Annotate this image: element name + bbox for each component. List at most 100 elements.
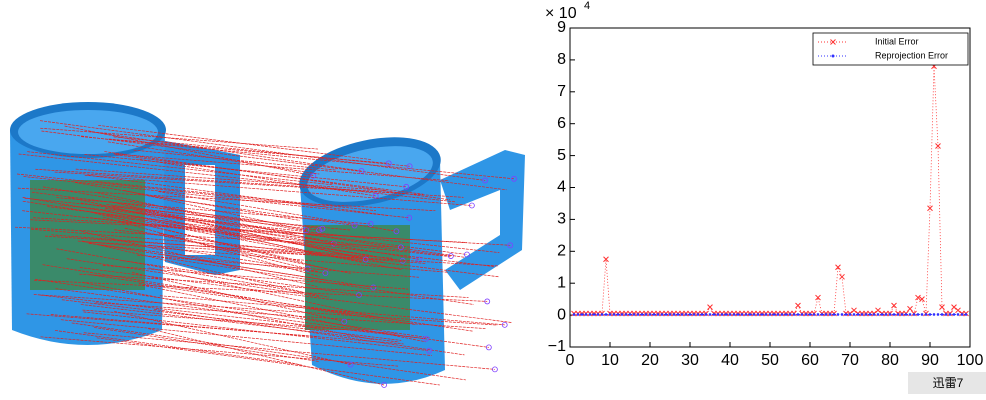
marker-x [935,143,941,149]
marker-dot [896,313,900,316]
keypoint [322,270,329,277]
marker-dot [668,313,672,316]
keypoint [447,253,454,259]
marker-dot [696,313,700,316]
keypoint [319,225,326,232]
marker-dot [796,313,800,316]
marker-x [851,307,857,314]
marker-dot [576,313,580,316]
marker-x [915,294,921,301]
y-tick-label: 4 [557,179,566,196]
marker-dot [616,313,620,316]
marker-dot [644,313,648,316]
match-line [15,226,401,248]
match-line [96,337,440,386]
match-line [113,153,449,181]
keypoint [464,251,470,258]
marker-x [919,296,925,303]
marker-x [927,205,933,212]
marker-x [907,305,913,312]
match-line [60,204,500,253]
match-line [40,120,486,181]
marker-dot [640,313,644,316]
keypoint [351,222,358,229]
match-line [79,273,469,298]
marker-x [815,294,821,301]
keypoint [507,242,514,249]
marker-dot [800,313,804,316]
marker-dot [884,313,888,316]
keypoint [468,202,475,209]
mug2-handle [440,150,525,290]
match-line [113,310,351,365]
marker-dot [932,313,936,316]
marker-dot [700,313,704,316]
marker-dot [776,313,780,316]
plot-area [569,27,971,348]
match-line [107,141,320,175]
marker-dot [788,313,792,316]
keypoint [372,193,379,199]
marker-dot [748,313,752,316]
marker-dot [780,313,784,316]
legend-label: Initial Error [875,36,919,46]
x-tick-label: 60 [801,352,819,369]
axis-multiplier: × 10 [545,5,577,22]
marker-dot [908,313,912,316]
match-line [90,217,495,267]
marker-dot [728,313,732,316]
match-line [61,299,402,341]
marker-dot [676,313,680,316]
match-line [113,136,410,167]
x-tick-label: 30 [681,352,699,369]
match-line [22,197,377,257]
marker-dot [848,313,852,316]
marker-dot [872,313,876,316]
match-line [41,130,507,191]
marker-dot [852,313,856,316]
keypoint [341,318,348,325]
marker-dot [672,313,676,316]
match-line [23,176,410,219]
match-line [60,319,432,356]
y-tick-label: −1 [548,338,566,355]
marker-dot [760,313,764,316]
match-line [35,278,430,339]
marker-dot [764,313,768,316]
marker-dot [808,313,812,316]
marker-dot [664,313,668,316]
marker-dot [844,313,848,316]
match-line [98,124,372,160]
match-line [83,332,495,370]
match-line [115,154,424,195]
match-line [30,219,467,243]
marker-dot [828,313,832,316]
mug-inside [18,110,158,154]
marker-dot [712,313,716,316]
keypoint [501,321,508,328]
match-line [80,202,419,260]
keypoint [316,227,323,234]
feature-matches [15,120,517,388]
match-line [17,187,436,212]
keypoint [415,256,422,263]
marker-dot [964,313,968,316]
match-line [94,327,320,362]
marker-x [839,273,845,280]
marker-dot [724,313,728,316]
marker-dot [744,313,748,316]
match-line [82,282,375,341]
match-line [80,304,400,343]
match-line [106,204,320,231]
x-tick-label: 10 [601,352,619,369]
marker-dot [912,313,916,316]
match-line [159,295,505,326]
marker-x [795,302,801,309]
marker-dot [868,313,872,316]
marker-dot [856,313,860,316]
keypoint [393,228,400,235]
match-line [81,231,318,287]
marker-dot [648,313,652,316]
marker-dot [688,313,692,316]
